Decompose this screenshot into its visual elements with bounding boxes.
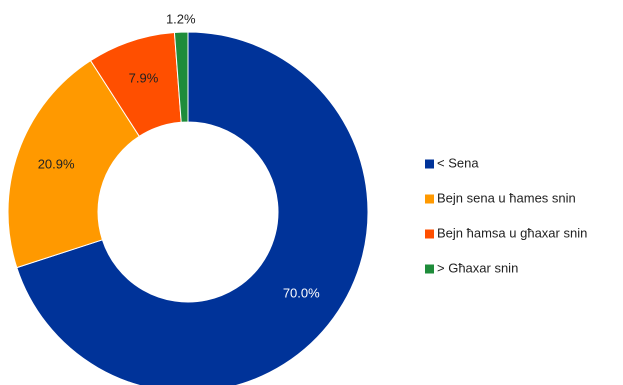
slice-g-axar-snin [173,31,189,123]
legend: < Sena Bejn sena u ħames snin Bejn ħamsa u… [425,155,587,275]
slice-value-label: 20.9% [38,156,75,171]
slice-bejn-sena-u-ames-snin [7,59,140,269]
legend-swatch [425,229,434,239]
legend-swatch [425,159,434,169]
slice-value-label: 1.2% [166,12,196,27]
slice-value-label: 70.0% [283,286,320,301]
slice-value-label: 7.9% [129,71,159,86]
legend-label: Bejn ħamsa u għaxar snin [437,225,587,240]
legend-label: Bejn sena u ħames snin [437,190,576,205]
slice-labels-group: 70.0% 20.9% 7.9% 1.2% [38,12,320,301]
legend-swatch [425,264,434,274]
legend-swatch [425,194,434,204]
slices-group [7,31,369,385]
slice-sena [16,31,369,385]
legend-label: > Għaxar snin [437,260,518,275]
legend-label: < Sena [437,155,479,170]
